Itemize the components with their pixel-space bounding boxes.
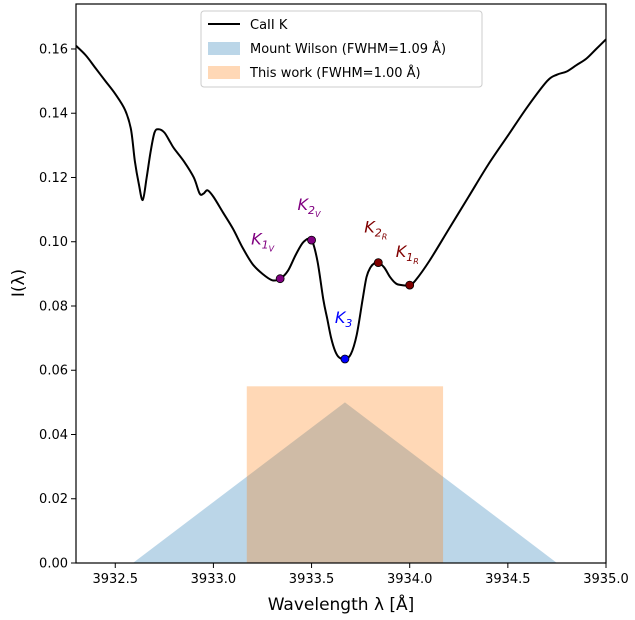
point-label: K1V [251,230,275,254]
x-tick-label: 3934.5 [485,572,531,587]
legend-label: This work (FWHM=1.00 Å) [249,65,421,81]
marker-point [340,354,350,364]
y-tick-label: 0.00 [39,557,68,572]
x-axis: 3932.5 3933.0 3933.5 3934.0 3934.5 3935.0 [93,563,629,587]
marker-point [373,258,383,268]
mount-wilson-triangle [132,402,557,563]
this-work-rectangle [246,386,444,563]
y-tick-label: 0.04 [39,428,68,443]
plot-area [76,38,606,563]
point-label: K2R [364,218,387,242]
marker-point [307,235,316,245]
x-tick-label: 3933.5 [289,572,335,587]
axes-frame [75,3,607,564]
y-tick-label: 0.14 [39,107,68,122]
marker-point [405,280,415,290]
legend-orange-swatch [208,66,240,79]
x-tick-label: 3933.0 [191,572,237,587]
y-tick-label: 0.02 [39,492,68,507]
marker-point [275,274,285,284]
legend-box [200,10,483,88]
point-label: K3 [335,308,353,330]
legend-label: Mount Wilson (FWHM=1.09 Å) [250,41,446,57]
x-tick-label: 3934.0 [387,572,433,587]
y-tick-label: 0.16 [39,42,68,57]
x-axis-title: Wavelength λ [Å] [268,593,415,615]
legend-blue-swatch [208,42,240,55]
y-tick-label: 0.06 [39,364,68,379]
y-axis-title: I(λ) [9,269,29,297]
y-axis: 0.00 0.02 0.04 0.06 0.08 0.10 0.12 0.14 0.16 [39,42,76,572]
y-tick-label: 0.10 [39,235,68,250]
y-tick-label: 0.08 [39,299,68,314]
point-label: K1R [396,242,419,266]
legend-label: CaII K [250,18,288,33]
legend: CaII K Mount Wilson (FWHM=1.09 Å) This wor… [200,10,483,88]
x-tick-label: 3932.5 [93,572,139,587]
x-tick-label: 3935.0 [583,572,629,587]
point-label: K2V [298,195,322,219]
y-tick-label: 0.12 [39,171,68,186]
